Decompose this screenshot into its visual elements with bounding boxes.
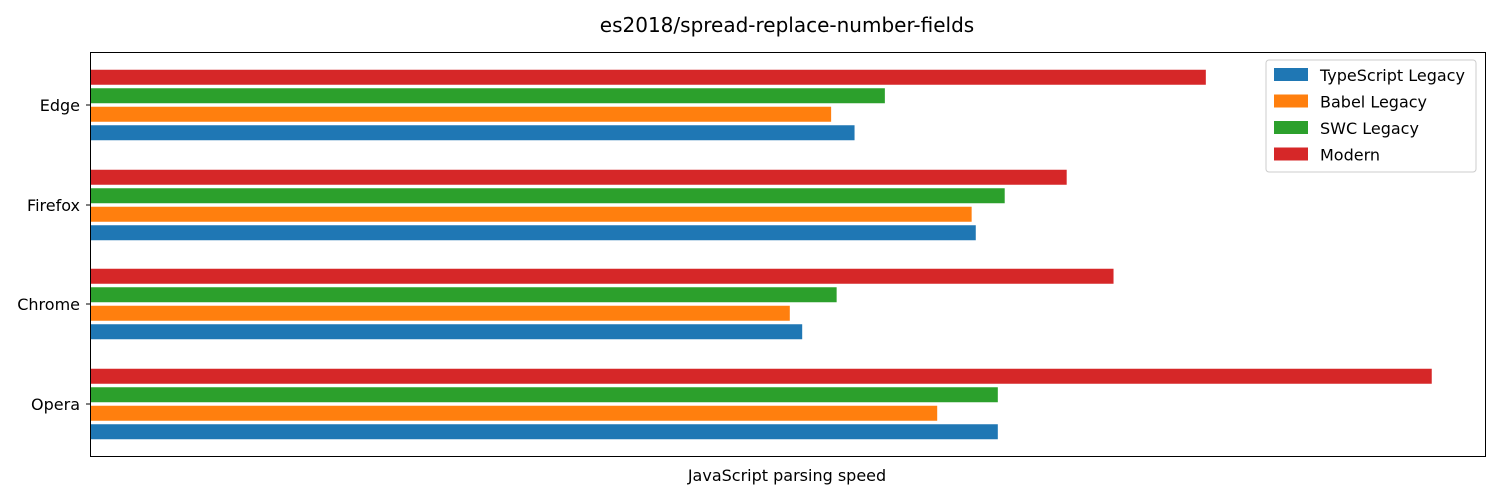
bar-firefox-babel-legacy: [90, 206, 972, 222]
bar-opera-modern: [90, 368, 1432, 384]
bar-chrome-modern: [90, 268, 1114, 284]
legend-label-swc-legacy: SWC Legacy: [1320, 119, 1419, 138]
bars-group: [90, 69, 1432, 440]
bar-edge-modern: [90, 69, 1206, 85]
legend-label-modern: Modern: [1320, 146, 1380, 165]
bar-opera-typescript-legacy: [90, 424, 998, 440]
legend-swatch-swc-legacy: [1274, 121, 1308, 134]
legend-label-typescript-legacy: TypeScript Legacy: [1319, 66, 1465, 85]
bar-edge-typescript-legacy: [90, 125, 855, 141]
plot-frame: [90, 52, 1486, 457]
chart-title: es2018/spread-replace-number-fields: [600, 13, 974, 37]
legend-swatch-typescript-legacy: [1274, 68, 1308, 81]
y-ticks: Edge Firefox Chrome Opera: [17, 96, 90, 414]
legend-frame: [1265, 59, 1477, 173]
bar-firefox-swc-legacy: [90, 188, 1005, 204]
bar-firefox-modern: [90, 169, 1067, 185]
y-tick-label-chrome: Chrome: [17, 295, 80, 314]
bar-chrome-swc-legacy: [90, 287, 837, 303]
bar-chrome-typescript-legacy: [90, 324, 803, 340]
bar-firefox-typescript-legacy: [90, 225, 976, 241]
bar-opera-swc-legacy: [90, 387, 998, 403]
bar-chrome-babel-legacy: [90, 305, 790, 321]
legend-swatch-modern: [1274, 147, 1308, 161]
y-tick-label-opera: Opera: [31, 395, 80, 414]
x-axis-label: JavaScript parsing speed: [687, 466, 886, 485]
y-tick-label-firefox: Firefox: [27, 196, 80, 215]
bar-edge-swc-legacy: [90, 88, 885, 104]
bar-opera-babel-legacy: [90, 405, 938, 421]
legend-swatch-babel-legacy: [1274, 94, 1308, 108]
legend: TypeScript Legacy Babel Legacy SWC Legacy M…: [1265, 59, 1477, 173]
legend-label-babel-legacy: Babel Legacy: [1320, 93, 1427, 112]
y-tick-label-edge: Edge: [40, 96, 80, 115]
bar-edge-babel-legacy: [90, 106, 832, 122]
